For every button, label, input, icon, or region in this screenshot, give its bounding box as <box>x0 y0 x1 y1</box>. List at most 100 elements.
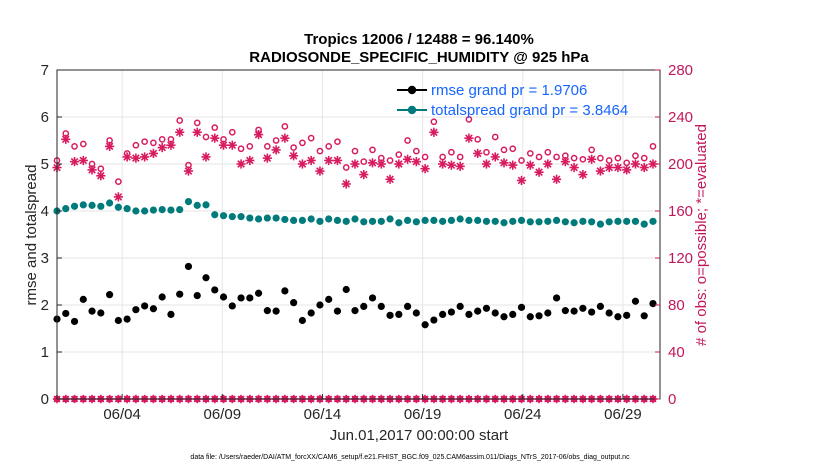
data-point-evaluated <box>87 165 97 175</box>
legend-label-totalspread: totalspread grand pr = 3.8464 <box>431 102 628 119</box>
data-point-rmse <box>246 294 254 302</box>
data-point-totalspread <box>377 217 385 225</box>
data-point-totalspread <box>351 215 359 223</box>
data-point-possible <box>246 143 254 150</box>
data-point-evaluated <box>446 160 457 170</box>
grid-lines <box>57 69 660 400</box>
data-point-rmse <box>509 310 517 318</box>
data-point-possible <box>526 150 534 157</box>
data-point-evaluated <box>341 179 351 189</box>
data-point-rmse <box>552 294 561 302</box>
tick-label-left: 3 <box>41 250 49 267</box>
data-point-evaluated <box>210 133 220 143</box>
tick-label-x: 06/09 <box>204 406 242 423</box>
data-point-evaluated <box>595 166 606 176</box>
data-point-possible <box>518 157 525 164</box>
data-point-possible <box>115 178 122 185</box>
data-point-possible <box>474 135 482 143</box>
data-point-totalspread <box>360 218 368 226</box>
data-point-possible <box>439 153 446 161</box>
data-point-totalspread <box>184 198 193 206</box>
axis-ticks: 0 1 2 3 4 5 6 7 0 40 80 120 160 200 240 280 06/04 06/09 06… <box>41 62 693 423</box>
data-point-possible <box>649 143 657 150</box>
data-point-possible <box>448 148 455 156</box>
data-point-totalspread <box>325 215 333 223</box>
data-point-possible <box>307 134 315 142</box>
data-point-totalspread <box>579 217 587 225</box>
tick-label-x: 06/19 <box>404 406 442 423</box>
data-point-totalspread <box>544 217 552 225</box>
data-point-evaluated <box>315 166 325 176</box>
data-point-totalspread <box>62 205 70 213</box>
data-point-evaluated <box>104 141 115 151</box>
data-point-possible <box>141 138 148 146</box>
data-point-totalspread <box>561 218 569 226</box>
data-point-totalspread <box>588 218 596 226</box>
data-point-rmse <box>465 310 473 318</box>
data-point-totalspread <box>228 213 236 221</box>
data-point-possible <box>491 133 499 141</box>
data-point-possible <box>97 165 105 173</box>
data-point-totalspread <box>517 216 526 224</box>
data-point-evaluated <box>359 169 369 180</box>
data-point-totalspread <box>368 217 377 225</box>
data-point-totalspread <box>307 215 315 223</box>
data-point-rmse <box>482 304 491 312</box>
data-point-possible <box>79 140 87 148</box>
data-point-evaluated <box>473 148 483 159</box>
data-point-rmse <box>570 307 578 315</box>
data-point-possible <box>579 155 587 163</box>
data-point-possible <box>290 144 297 151</box>
data-point-rmse <box>62 309 70 318</box>
data-point-possible <box>369 146 376 154</box>
data-point-evaluated <box>324 155 334 166</box>
data-point-possible <box>430 118 438 126</box>
data-point-rmse <box>132 306 140 314</box>
data-point-rmse <box>167 310 175 318</box>
data-point-evaluated <box>69 157 80 167</box>
data-point-possible <box>412 147 420 155</box>
data-point-rmse <box>141 302 149 310</box>
data-point-evaluated <box>289 151 299 161</box>
data-point-possible <box>614 154 622 162</box>
data-point-evaluated <box>587 154 597 164</box>
data-point-rmse <box>421 321 429 329</box>
data-point-totalspread <box>79 201 87 209</box>
data-point-totalspread <box>596 220 605 228</box>
data-point-possible <box>500 146 508 154</box>
data-point-possible <box>535 153 543 161</box>
data-point-totalspread <box>246 214 254 222</box>
data-point-possible <box>299 139 306 147</box>
data-point-totalspread <box>614 217 622 225</box>
data-point-totalspread <box>176 205 184 214</box>
data-point-evaluated <box>78 155 88 166</box>
data-point-possible <box>176 117 184 124</box>
data-point-evaluated <box>297 159 308 169</box>
data-point-evaluated <box>385 174 395 184</box>
data-point-rmse <box>333 307 342 315</box>
data-point-evaluated <box>218 140 229 150</box>
data-point-possible <box>509 145 517 153</box>
data-point-evaluated <box>376 159 386 169</box>
data-point-totalspread <box>570 219 578 227</box>
data-point-rmse <box>254 289 263 297</box>
data-point-totalspread <box>456 215 464 223</box>
data-point-evaluated <box>534 167 544 177</box>
data-point-totalspread <box>403 216 412 224</box>
data-point-possible <box>404 137 411 144</box>
data-point-evaluated <box>648 159 658 169</box>
data-point-evaluated <box>166 140 176 150</box>
data-point-possible <box>360 158 368 165</box>
data-point-totalspread <box>631 217 640 225</box>
data-point-totalspread <box>342 217 350 225</box>
data-point-rmse <box>298 316 307 325</box>
data-point-totalspread <box>263 214 271 222</box>
series-rmse <box>53 262 657 329</box>
data-point-possible <box>334 138 341 146</box>
data-point-rmse <box>623 311 631 319</box>
data-point-rmse <box>193 292 201 300</box>
data-point-totalspread <box>526 218 534 226</box>
data-point-rmse <box>123 315 131 323</box>
data-point-totalspread <box>158 205 166 214</box>
